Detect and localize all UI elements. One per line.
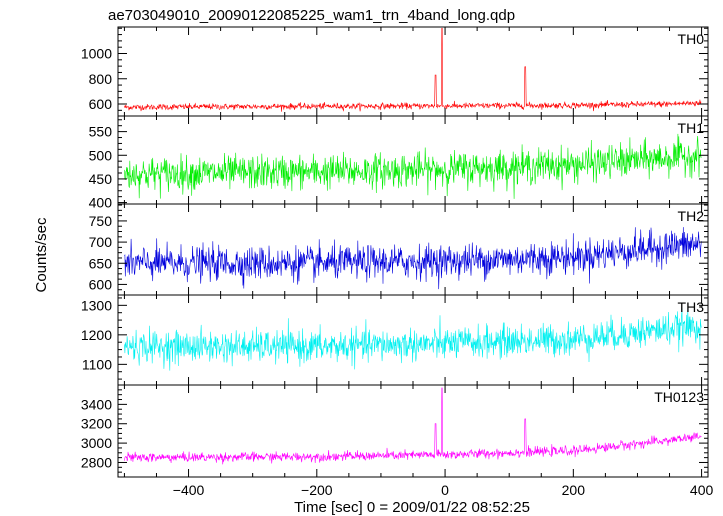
y-tick-label: 550 xyxy=(89,124,113,140)
series-line-th3 xyxy=(124,307,702,371)
y-tick-label: 2800 xyxy=(81,454,112,470)
y-tick-label: 600 xyxy=(89,276,113,292)
series-line-th2 xyxy=(124,227,702,290)
x-tick-label: −400 xyxy=(173,482,205,498)
chart-title: ae703049010_20090122085225_wam1_trn_4ban… xyxy=(108,7,515,24)
x-tick-label: 0 xyxy=(441,482,449,498)
series-label-th2: TH2 xyxy=(678,208,705,224)
series-label-th3: TH3 xyxy=(678,299,705,315)
series-label-th0: TH0 xyxy=(678,31,705,47)
panel-frame xyxy=(117,26,709,117)
y-tick-label: 600 xyxy=(89,96,113,112)
y-tick-label: 650 xyxy=(89,255,113,271)
x-tick-label: 200 xyxy=(562,482,586,498)
y-tick-label: 3000 xyxy=(81,435,112,451)
panel-frame xyxy=(117,384,709,478)
x-tick-label: 400 xyxy=(690,482,714,498)
y-axis-label: Counts/sec xyxy=(33,217,50,293)
x-axis-label: Time [sec] 0 = 2009/01/22 08:52:25 xyxy=(294,499,530,516)
y-tick-label: 450 xyxy=(89,171,113,187)
series-line-th1 xyxy=(124,133,702,199)
y-tick-label: 1100 xyxy=(82,356,112,372)
y-tick-label: 500 xyxy=(89,147,113,163)
y-tick-label: 3400 xyxy=(81,396,112,412)
y-tick-label: 400 xyxy=(89,195,113,211)
x-tick-label: −200 xyxy=(301,482,333,498)
series-label-th0123: TH0123 xyxy=(654,389,704,405)
y-tick-label: 3200 xyxy=(81,416,112,432)
series-label-th1: TH1 xyxy=(678,120,705,136)
y-tick-label: 1000 xyxy=(81,46,112,62)
panel-frame xyxy=(117,294,709,386)
series-line-th0 xyxy=(124,27,702,112)
panels: 600 800 1000 TH0 400 450 500 550 TH1 600 650 700 750… xyxy=(81,26,714,498)
y-tick-label: 1300 xyxy=(81,297,112,313)
y-tick-label: 800 xyxy=(89,71,113,87)
y-tick-label: 700 xyxy=(89,234,113,250)
y-tick-label: 1200 xyxy=(81,327,112,343)
series-line-th0123 xyxy=(124,387,702,465)
y-tick-label: 750 xyxy=(89,213,113,229)
